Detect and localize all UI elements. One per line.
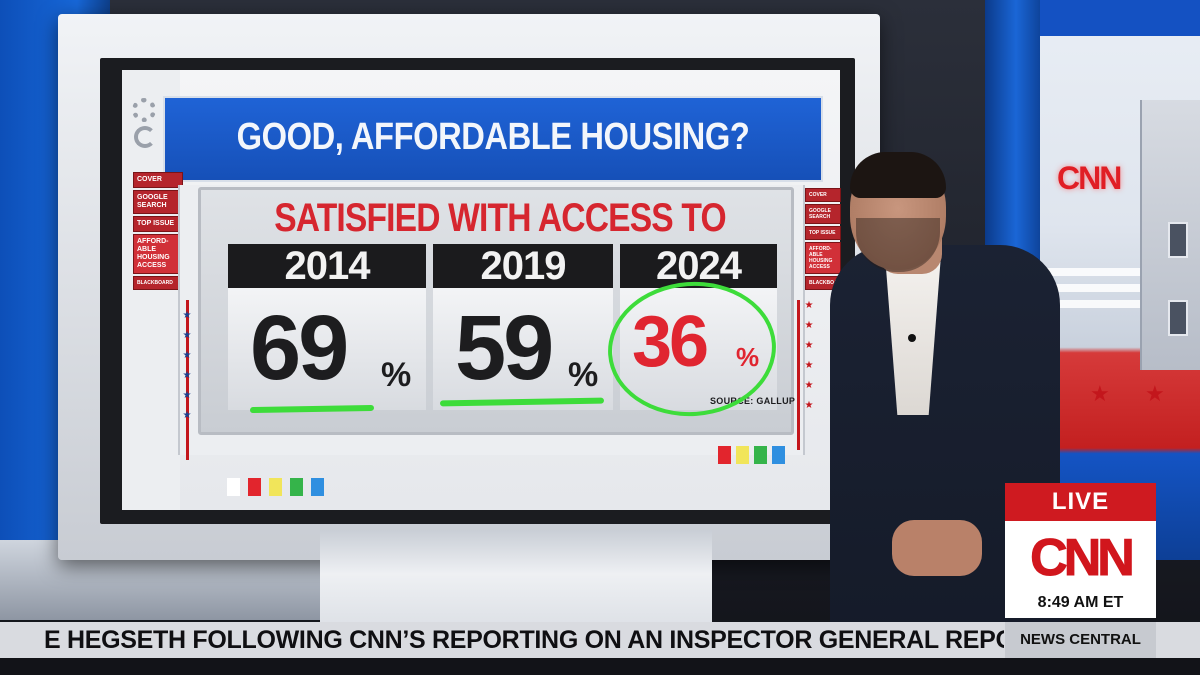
star-column-left: ★ ★ ★ ★ ★ ★	[182, 310, 192, 421]
screen-title: GOOD, AFFORDABLE HOUSING?	[236, 116, 750, 158]
cnn-logo: CNN	[1030, 529, 1136, 587]
year-label: 2014	[228, 244, 426, 288]
title-banner: GOOD, AFFORDABLE HOUSING?	[163, 96, 823, 182]
ticker-network-label: NEWS CENTRAL	[1005, 622, 1156, 658]
stat-unit: %	[568, 356, 599, 394]
color-swatch[interactable]	[718, 446, 731, 464]
nav-item-cover[interactable]: COVER	[805, 188, 841, 202]
nav-left: COVER GOOGLE SEARCH TOP ISSUE AFFORD-ABL…	[133, 172, 183, 292]
stat-value: 69	[250, 297, 349, 399]
set-top-banner	[1040, 0, 1200, 36]
color-swatch[interactable]	[248, 478, 261, 496]
set-stripe	[1040, 268, 1200, 276]
window	[1168, 222, 1188, 258]
nav-item-affordable-housing[interactable]: AFFORD-ABLE HOUSING ACCESS	[805, 242, 841, 274]
red-rail	[797, 300, 800, 450]
ticker-bottom-edge	[0, 658, 1200, 675]
stat-cell[interactable]	[228, 288, 426, 410]
color-swatch[interactable]	[269, 478, 282, 496]
nav-item-affordable-housing[interactable]: AFFORD-ABLE HOUSING ACCESS	[133, 234, 183, 274]
stat-unit: %	[736, 342, 760, 372]
nav-item-google-search[interactable]: GOOGLE SEARCH	[805, 204, 841, 224]
color-swatch[interactable]	[290, 478, 303, 496]
stat-value: 59	[455, 297, 554, 399]
anchor-hands	[892, 520, 982, 576]
color-swatch[interactable]	[772, 446, 785, 464]
star-icon: ★	[1090, 381, 1110, 406]
color-swatch[interactable]	[736, 446, 749, 464]
ticker-headline: E HEGSETH FOLLOWING CNN’S REPORTING ON A…	[44, 626, 1004, 654]
stat-cell[interactable]	[620, 288, 777, 410]
star-column-right: ★ ★ ★ ★ ★ ★	[804, 300, 814, 411]
color-swatch[interactable]	[311, 478, 324, 496]
lapel-mic-icon	[908, 334, 916, 342]
stat-cell[interactable]	[433, 288, 613, 410]
star-icon: ★	[1145, 381, 1165, 406]
nav-item-top-issue[interactable]: TOP ISSUE	[805, 226, 841, 240]
nav-item-blackboard[interactable]: BLACKBOARD	[133, 276, 183, 290]
refresh-icon[interactable]	[134, 126, 156, 148]
nav-item-cover[interactable]: COVER	[133, 172, 183, 188]
ticker-bar	[0, 622, 1200, 658]
live-badge: LIVE	[1005, 483, 1156, 521]
window	[1168, 300, 1188, 336]
year-label: 2024	[620, 244, 777, 288]
source-note: SOURCE: GALLUP	[710, 396, 796, 406]
set-stripe	[1040, 300, 1200, 308]
set-cnn-logo: CNN	[1057, 160, 1122, 196]
white-house-graphic	[1140, 100, 1200, 370]
color-swatch[interactable]	[754, 446, 767, 464]
nav-item-top-issue[interactable]: TOP ISSUE	[133, 216, 183, 232]
set-stripe	[1040, 284, 1200, 292]
color-swatch[interactable]	[227, 478, 240, 496]
broadcast-time: 8:49 AM ET	[1037, 594, 1124, 611]
stat-unit: %	[381, 356, 412, 394]
red-rail	[186, 300, 189, 460]
gear-icon[interactable]	[132, 98, 156, 122]
screen-stand	[320, 530, 712, 640]
nav-right: COVER GOOGLE SEARCH TOP ISSUE AFFORD-ABL…	[805, 188, 845, 292]
year-label: 2019	[433, 244, 613, 288]
stat-value: 36	[632, 302, 709, 382]
anchor-hair	[850, 152, 946, 198]
nav-item-google-search[interactable]: GOOGLE SEARCH	[133, 190, 183, 214]
